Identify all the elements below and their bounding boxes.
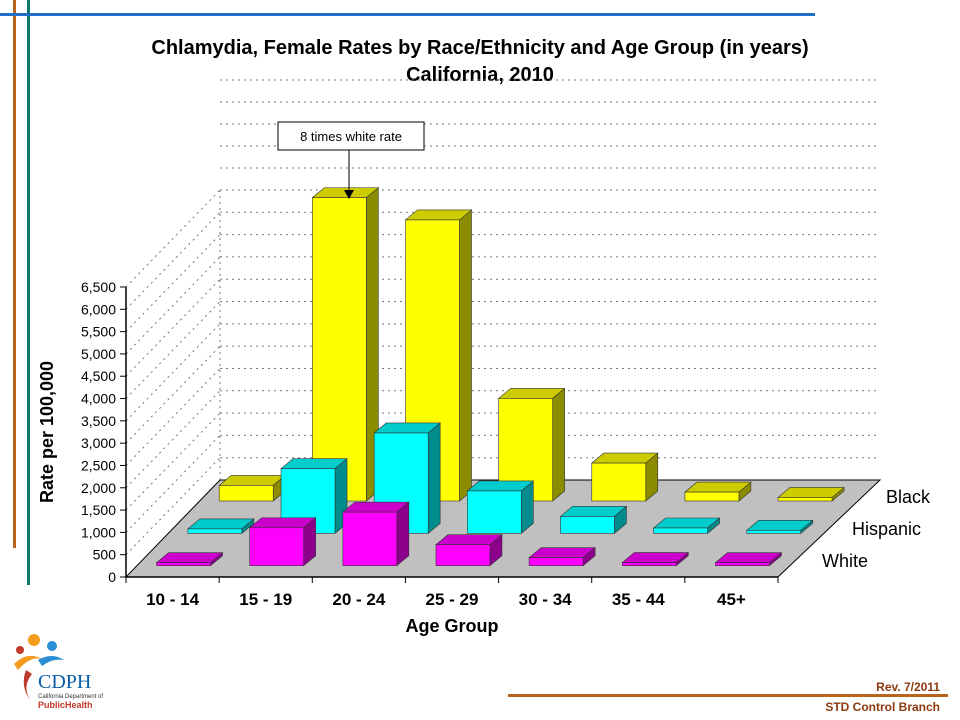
wall-gridline [125,256,221,355]
x-axis-label: Age Group [406,616,499,636]
x-tick-label: 25 - 29 [426,590,479,609]
y-tick-label: 5,500 [81,324,116,340]
logo-health: PublicHealth [38,700,93,710]
bar-top [466,480,535,492]
bar-side [552,387,565,502]
y-tick-label: 5,000 [81,346,116,362]
bar-white [156,562,211,566]
bar-top [187,518,255,530]
x-tick-label: 35 - 44 [612,590,665,609]
bar-white [342,511,398,566]
bar-black [218,485,274,502]
accent-line-blue-top [0,13,815,16]
bar-top [559,506,628,517]
accent-line-teal [27,0,30,585]
cdph-logo: CDPH California Department of PublicHeal… [14,634,103,710]
bar-side [427,422,441,534]
wall-gridline [125,301,221,399]
annotation-box [277,121,425,151]
bar-top [497,388,566,399]
wall-gridline [125,189,221,288]
x-tick-label: 10 - 14 [146,590,199,609]
bar-top [745,520,814,531]
y-tick-label: 3,000 [81,435,116,451]
bar-white [715,562,770,566]
wall-gridline [125,211,221,310]
accent-line-orange-bottom [508,694,948,697]
bar-black [684,491,740,502]
bar-top [280,458,348,469]
wall-gridline [125,234,221,332]
y-tick-label: 1,000 [81,524,116,540]
y-axis-label: Rate per 100,000 [37,361,57,503]
bar-hispanic [746,530,802,534]
y-tick-label: 2,500 [81,457,116,473]
bar-black [591,462,647,502]
bar-top [373,422,441,434]
accent-line-orange [13,0,16,548]
bar-top [248,517,317,529]
series-label: Black [886,487,931,507]
bar-hispanic [466,490,522,534]
bar-top [528,547,596,558]
bar-side [459,209,472,502]
bar-hispanic [560,516,615,534]
y-tick-label: 6,500 [81,279,116,295]
y-tick-label: 4,500 [81,368,116,384]
revision-date: Rev. 7/2011 [876,680,940,694]
bar-side [396,501,410,567]
y-tick-label: 500 [93,547,117,563]
chart-title-line-1: Chlamydia, Female Rates by Race/Ethnicit… [151,37,809,59]
bar-top [621,552,690,563]
series-label: White [822,551,868,571]
x-tick-label: 45+ [717,590,746,609]
bar-top [714,552,783,563]
wall-gridline [125,368,221,466]
y-tick-label: 6,000 [81,301,116,317]
bar-top [777,487,845,498]
bar-black [777,497,833,502]
bar-white [528,557,584,566]
logo-subtitle: California Department of [38,694,103,700]
bar-top [684,481,752,493]
bar-top [404,209,473,221]
x-tick-label: 30 - 34 [519,590,572,609]
y-tick-label: 2,000 [81,480,116,496]
y-tick-label: 1,500 [81,502,116,518]
branch-name: STD Control Branch [825,700,940,714]
x-tick-label: 15 - 19 [239,590,292,609]
bar-top [155,552,224,563]
annotation-text: 8 times white rate [300,129,402,144]
wall-gridline [125,345,221,444]
y-tick-label: 4,000 [81,391,116,407]
bar-top [652,517,721,529]
series-label: Hispanic [852,519,921,539]
bar-hispanic [187,528,243,534]
bar-top [590,452,659,464]
wall-gridline [125,278,221,377]
y-tick-label: 0 [108,569,116,585]
bar-top [311,187,380,198]
bar-white [621,562,677,566]
wall-gridline [125,435,221,533]
bar-top [341,501,410,513]
annotation-arrow-head [344,190,354,199]
bar-black [312,197,367,502]
bar-white [249,527,304,566]
bar-white [435,544,491,566]
x-tick-label: 20 - 24 [332,590,385,609]
logo-name: CDPH [38,671,91,693]
wall-gridline [125,390,221,489]
wall-gridline [125,323,221,422]
bar-hispanic [653,527,708,534]
wall-gridline [125,457,221,556]
wall-gridline [125,412,221,511]
y-tick-label: 3,500 [81,413,116,429]
bar-top [218,475,287,486]
bar-top [435,534,503,546]
